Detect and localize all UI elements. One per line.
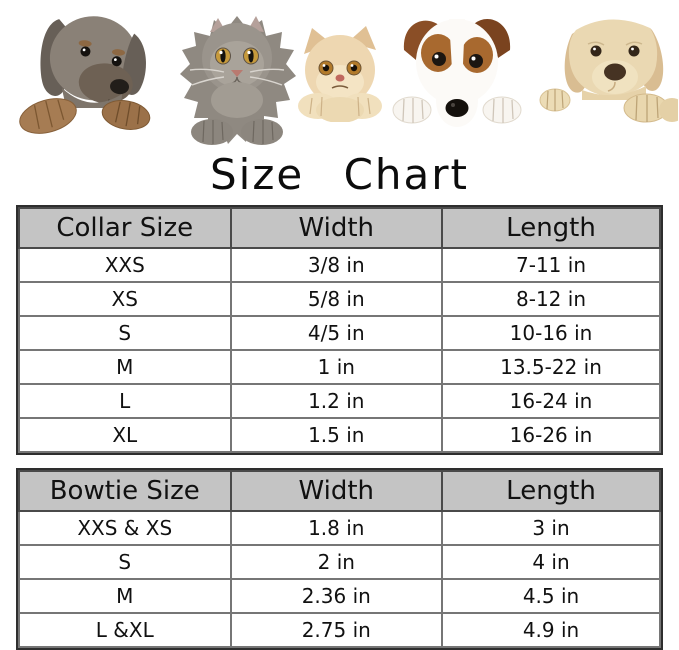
table-row: XXS & XS 1.8 in 3 in xyxy=(18,510,661,546)
width-cell: 4/5 in xyxy=(229,315,444,351)
size-cell: XXS xyxy=(18,247,232,283)
length-cell: 4 in xyxy=(441,544,661,580)
table-row: M 2.36 in 4.5 in xyxy=(18,578,661,614)
table-row: S 4/5 in 10-16 in xyxy=(18,315,661,351)
length-cell: 7-11 in xyxy=(441,247,661,283)
size-cell: XXS & XS xyxy=(18,510,232,546)
size-cell: XL xyxy=(18,417,232,453)
table-row: S 2 in 4 in xyxy=(18,544,661,580)
width-cell: 1.5 in xyxy=(229,417,444,453)
size-cell: M xyxy=(18,349,232,385)
width-cell: 1.8 in xyxy=(229,510,444,546)
table-row: L &XL 2.75 in 4.9 in xyxy=(18,612,661,648)
labrador-puppy-image xyxy=(539,19,678,130)
collar-header-row: Collar Size Width Length xyxy=(18,207,661,249)
width-cell: 1 in xyxy=(229,349,444,385)
table-row: XS 5/8 in 8-12 in xyxy=(18,281,661,317)
length-cell: 8-12 in xyxy=(441,281,661,317)
length-cell: 4.5 in xyxy=(441,578,661,614)
length-cell: 4.9 in xyxy=(441,612,661,648)
collar-size-column-header: Collar Size xyxy=(18,207,232,249)
page-title: Size Chart xyxy=(210,150,469,199)
bowtie-width-column-header: Width xyxy=(229,470,444,512)
collar-size-table: Collar Size Width Length XXS 3/8 in 7-11… xyxy=(16,205,663,455)
table-row: XL 1.5 in 16-26 in xyxy=(18,417,661,453)
collar-width-column-header: Width xyxy=(229,207,444,249)
size-cell: S xyxy=(18,544,232,580)
width-cell: 1.2 in xyxy=(229,383,444,419)
bowtie-size-column-header: Bowtie Size xyxy=(18,470,232,512)
gray-dachshund-puppy-image xyxy=(6,16,168,144)
width-cell: 2.36 in xyxy=(229,578,444,614)
size-cell: L xyxy=(18,383,232,419)
table-row: L 1.2 in 16-24 in xyxy=(18,383,661,419)
length-cell: 10-16 in xyxy=(441,315,661,351)
size-cell: XS xyxy=(18,281,232,317)
bowtie-length-column-header: Length xyxy=(441,470,661,512)
width-cell: 2 in xyxy=(229,544,444,580)
width-cell: 5/8 in xyxy=(229,281,444,317)
jack-russell-puppy-image xyxy=(392,19,522,127)
width-cell: 2.75 in xyxy=(229,612,444,648)
size-cell: L &XL xyxy=(18,612,232,648)
collar-length-column-header: Length xyxy=(441,207,661,249)
length-cell: 16-26 in xyxy=(441,417,661,453)
length-cell: 3 in xyxy=(441,510,661,546)
table-row: XXS 3/8 in 7-11 in xyxy=(18,247,661,283)
length-cell: 13.5-22 in xyxy=(441,349,661,385)
gray-fluffy-kitten-image xyxy=(180,16,296,145)
length-cell: 16-24 in xyxy=(441,383,661,419)
bowtie-header-row: Bowtie Size Width Length xyxy=(18,470,661,512)
width-cell: 3/8 in xyxy=(229,247,444,283)
pets-banner xyxy=(0,0,679,148)
size-cell: S xyxy=(18,315,232,351)
table-row: M 1 in 13.5-22 in xyxy=(18,349,661,385)
size-cell: M xyxy=(18,578,232,614)
bowtie-size-table: Bowtie Size Width Length XXS & XS 1.8 in… xyxy=(16,468,663,650)
cream-persian-kitten-image xyxy=(298,26,382,122)
